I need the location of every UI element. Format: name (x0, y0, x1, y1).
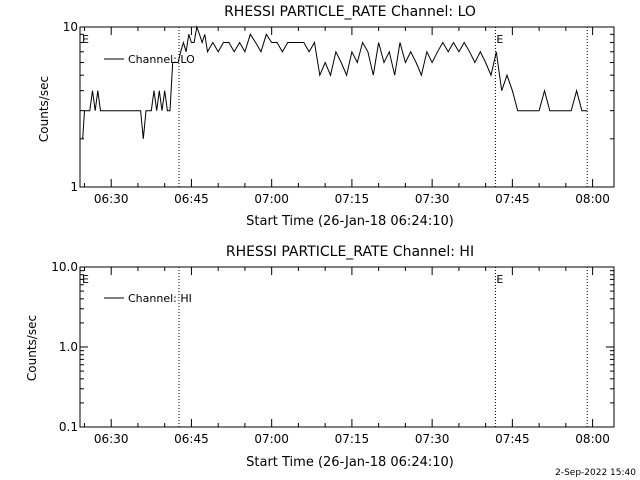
hi-y-tick-label: 10.0 (51, 260, 78, 274)
hi-plot-frame (79, 266, 615, 428)
hi-x-tick-label: 07:00 (254, 432, 289, 446)
hi-event-marker-label: E (82, 273, 89, 286)
hi-legend-label: Channel: HI (128, 292, 192, 305)
lo-x-axis-label: Start Time (26-Jan-18 06:24:10) (246, 214, 454, 229)
lo-chart-title: RHESSI PARTICLE_RATE Channel: LO (224, 4, 476, 20)
lo-y-tick-label: 10 (63, 20, 78, 34)
hi-x-tick-label: 06:30 (94, 432, 129, 446)
hi-chart-title: RHESSI PARTICLE_RATE Channel: HI (226, 244, 474, 260)
lo-y-tick-label: 1 (70, 180, 78, 194)
hi-x-tick-label: 06:45 (174, 432, 209, 446)
lo-event-marker-label: E (82, 33, 89, 46)
lo-channel-panel: RHESSI PARTICLE_RATE Channel: LO Start T… (37, 4, 615, 229)
hi-event-marker-label: E (496, 273, 503, 286)
hi-x-tick-label: 07:45 (495, 432, 530, 446)
lo-x-tick-label: 07:00 (254, 192, 289, 206)
lo-x-tick-label: 06:45 (174, 192, 209, 206)
lo-x-tick-label: 07:45 (495, 192, 530, 206)
hi-x-axis-label: Start Time (26-Jan-18 06:24:10) (246, 455, 454, 470)
lo-x-tick-label: 06:30 (94, 192, 129, 206)
hi-x-tick-label: 07:15 (335, 432, 370, 446)
footer-timestamp: 2-Sep-2022 15:40 (555, 468, 636, 478)
hi-y-tick-label: 1.0 (59, 340, 78, 354)
lo-series-line (82, 25, 588, 139)
lo-x-tick-label: 07:30 (415, 192, 450, 206)
lo-x-tick-label: 07:15 (335, 192, 370, 206)
lo-legend-label: Channel: LO (128, 53, 195, 66)
lo-event-marker-label: E (496, 33, 503, 46)
hi-x-tick-label: 07:30 (415, 432, 450, 446)
hi-channel-panel: RHESSI PARTICLE_RATE Channel: HI Start T… (25, 244, 615, 470)
hi-y-tick-label: 0.1 (59, 420, 78, 434)
lo-plot-frame (79, 26, 615, 188)
lo-y-axis-label: Counts/sec (37, 76, 51, 142)
lo-x-tick-label: 08:00 (575, 192, 610, 206)
hi-y-axis-label: Counts/sec (25, 315, 39, 381)
hi-x-tick-label: 08:00 (575, 432, 610, 446)
